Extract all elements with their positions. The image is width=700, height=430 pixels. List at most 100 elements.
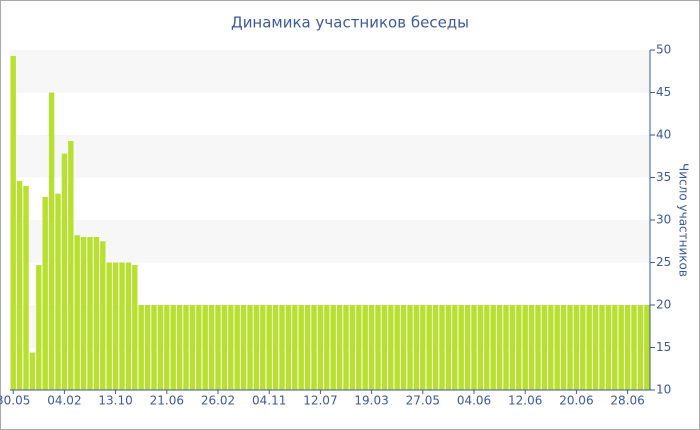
bar: [330, 305, 336, 390]
bar: [164, 305, 170, 390]
bar: [458, 305, 464, 390]
x-tick-label: 04.02: [47, 394, 81, 408]
bar: [452, 305, 458, 390]
bar: [432, 305, 439, 390]
bar: [612, 305, 618, 390]
bar: [375, 305, 381, 390]
bar: [55, 193, 61, 390]
bar: [522, 305, 528, 390]
bar: [445, 305, 452, 390]
bar: [605, 305, 612, 390]
bar: [112, 262, 119, 390]
bar: [10, 55, 16, 390]
bar: [336, 305, 343, 390]
bar: [285, 305, 292, 390]
x-tick-label: 30.05: [0, 394, 30, 408]
bar: [471, 305, 477, 390]
bar: [349, 305, 356, 390]
bar: [36, 265, 42, 390]
bar: [496, 305, 503, 390]
x-tick-label: 28.06: [610, 394, 644, 408]
bar: [260, 305, 266, 390]
bar: [298, 305, 304, 390]
bar: [400, 305, 407, 390]
bar: [324, 305, 330, 390]
bar: [234, 305, 240, 390]
bar: [388, 305, 394, 390]
bar: [48, 92, 55, 390]
grid-band: [10, 50, 650, 93]
bar: [119, 262, 125, 390]
y-tick-label: 20: [656, 298, 671, 312]
bar: [144, 305, 151, 390]
grid-band: [10, 305, 650, 348]
bar: [413, 305, 420, 390]
bar: [631, 305, 637, 390]
bar: [215, 305, 221, 390]
y-tick-label: 25: [656, 255, 671, 269]
bar: [29, 352, 36, 390]
bar: [426, 305, 432, 390]
bar: [516, 305, 522, 390]
x-tick-label: 27.05: [406, 394, 440, 408]
bar: [208, 305, 215, 390]
bar: [317, 305, 324, 390]
bar: [279, 305, 285, 390]
x-tick-label: 20.06: [559, 394, 593, 408]
bar: [16, 180, 23, 390]
bar: [535, 305, 541, 390]
bar: [292, 305, 298, 390]
x-tick-label: 21.06: [150, 394, 184, 408]
y-tick-label: 50: [656, 43, 671, 57]
bar: [138, 305, 144, 390]
x-tick-label: 12.07: [303, 394, 337, 408]
bar: [356, 305, 362, 390]
bar: [637, 305, 644, 390]
bar: [586, 305, 592, 390]
bar: [439, 305, 445, 390]
bar: [464, 305, 471, 390]
bar: [304, 305, 311, 390]
bar: [125, 262, 132, 390]
bar: [420, 305, 426, 390]
bar: [368, 305, 375, 390]
bar: [381, 305, 388, 390]
bar: [490, 305, 496, 390]
bar: [176, 305, 183, 390]
bar: [554, 305, 560, 390]
bar: [189, 305, 196, 390]
bar: [183, 305, 189, 390]
bar: [68, 140, 74, 390]
bar: [362, 305, 368, 390]
bar: [618, 305, 624, 390]
x-tick-label: 13.10: [98, 394, 132, 408]
bar: [503, 305, 509, 390]
bar: [311, 305, 317, 390]
y-axis-label: Число участников: [677, 163, 691, 277]
bar: [541, 305, 548, 390]
x-tick-label: 19.03: [354, 394, 388, 408]
bar: [132, 265, 138, 390]
bar: [560, 305, 567, 390]
bar: [157, 305, 164, 390]
bar: [87, 237, 93, 390]
bar: [394, 305, 400, 390]
bar: [528, 305, 535, 390]
bar: [343, 305, 349, 390]
x-tick-label: 04.11: [252, 394, 286, 408]
y-tick-label: 40: [656, 128, 671, 142]
bar: [93, 237, 100, 390]
bar: [106, 262, 112, 390]
bar: [580, 305, 586, 390]
bar: [592, 305, 599, 390]
grid-band: [10, 220, 650, 263]
y-tick-label: 15: [656, 340, 671, 354]
y-tick-label: 10: [656, 383, 671, 397]
bar: [484, 305, 490, 390]
bar: [74, 235, 80, 390]
bar: [170, 305, 176, 390]
bar: [407, 305, 413, 390]
x-tick-label: 26.02: [201, 394, 235, 408]
bar: [477, 305, 484, 390]
